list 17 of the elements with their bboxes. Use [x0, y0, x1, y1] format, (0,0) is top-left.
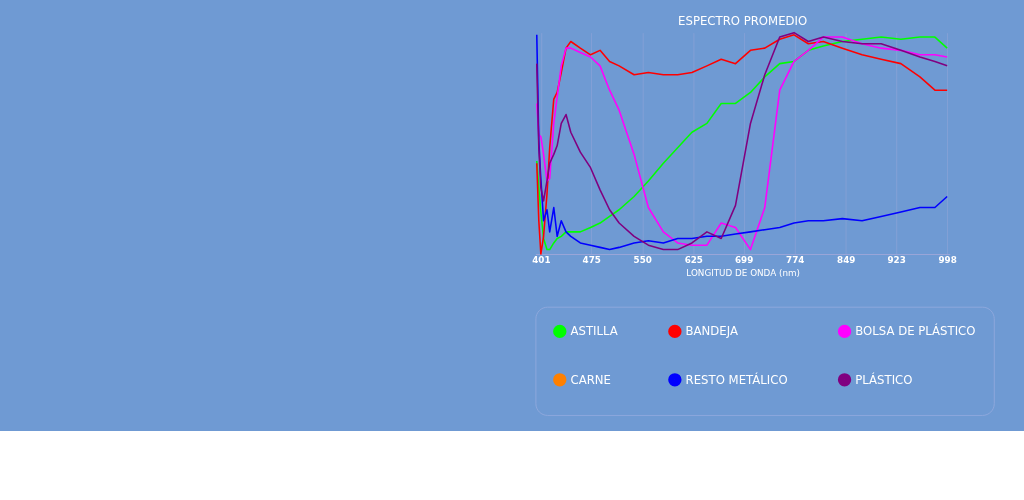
legend-label: ASTILLA: [570, 324, 618, 339]
x-tick-label: 998: [938, 255, 957, 266]
x-tick-label: 923: [887, 255, 906, 266]
x-tick-label: 699: [735, 255, 754, 266]
x-tick-label: 550: [633, 255, 652, 266]
legend-label: CARNE: [570, 372, 611, 387]
x-tick-label: 401: [532, 255, 551, 266]
x-tick-label: 774: [786, 255, 805, 266]
legend-label: PLÁSTICO: [855, 371, 913, 387]
x-axis-title: LONGITUD DE ONDA (nm): [686, 267, 800, 278]
legend-label: RESTO METÁLICO: [685, 371, 788, 387]
x-tick-label: 625: [684, 255, 703, 266]
x-tick-label: 475: [582, 255, 601, 266]
legend-label: BOLSA DE PLÁSTICO: [855, 323, 976, 339]
legend-label: BANDEJA: [685, 324, 738, 339]
x-tick-label: 849: [837, 255, 856, 266]
chart-title: ESPECTRO PROMEDIO: [678, 14, 808, 29]
